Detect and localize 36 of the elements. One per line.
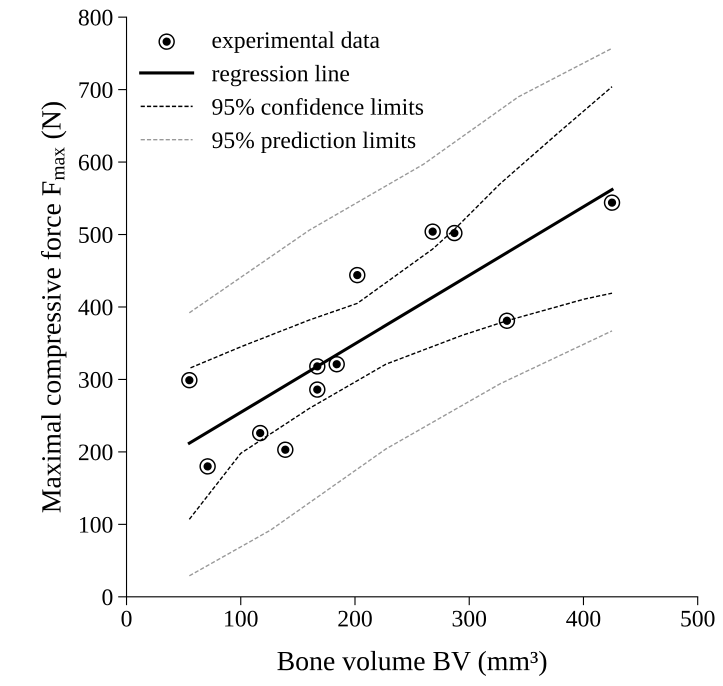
legend-label: 95% confidence limits — [212, 98, 424, 115]
line-series — [188, 330, 613, 576]
y-axis-title: Maximal compressive force F$_{max}$ (N) — [40, 102, 66, 512]
y-tick-label: 800 — [78, 10, 112, 26]
point — [349, 266, 366, 284]
y-tick-label: 500 — [79, 227, 112, 243]
x-tick-label: 300 — [452, 610, 486, 627]
y-tick-label: 200 — [78, 444, 112, 460]
point — [199, 458, 216, 475]
point — [498, 312, 516, 329]
point — [252, 424, 268, 442]
y-tick-label: 600 — [78, 154, 112, 170]
legend-label: regression line — [212, 64, 350, 86]
point — [309, 381, 326, 398]
line-series — [188, 292, 613, 520]
legend-label: experimental data — [212, 31, 380, 53]
point — [328, 356, 345, 372]
y-tick-label: 700 — [79, 82, 112, 98]
point — [309, 358, 326, 375]
x-tick-label: 200 — [338, 610, 372, 627]
x-axis-title: Bone volume BV (mm³) — [277, 650, 546, 676]
point — [446, 224, 463, 242]
y-tick-label: 0 — [102, 589, 112, 606]
x-tick-label: 0 — [122, 610, 132, 627]
x-tick-label: 500 — [681, 610, 715, 627]
line-series — [190, 86, 613, 369]
y-tick-label: 100 — [80, 516, 112, 533]
x-tick-label: 100 — [225, 610, 258, 627]
point — [424, 223, 441, 240]
y-tick-label: 300 — [79, 372, 112, 388]
y-tick-label: 400 — [78, 299, 112, 316]
point — [604, 194, 620, 211]
point — [181, 372, 198, 388]
legend-label: 95% prediction limits — [212, 132, 416, 154]
point — [277, 442, 294, 458]
x-tick-label: 400 — [566, 610, 600, 627]
